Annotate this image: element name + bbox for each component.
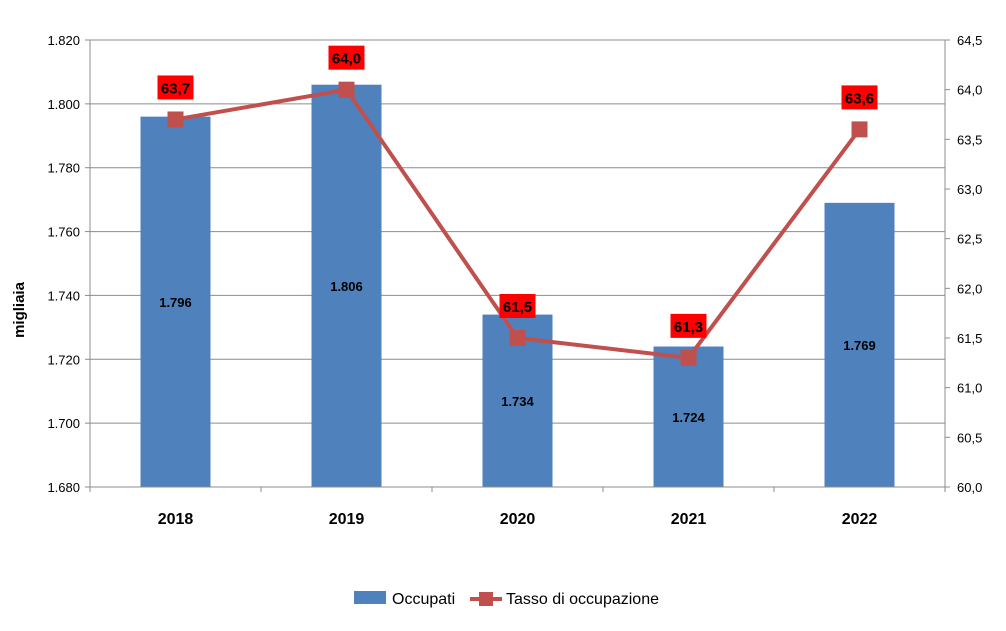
line-marker: [338, 81, 355, 98]
y2-tick-label: 61,5: [957, 331, 982, 346]
y2-tick-label: 62,5: [957, 232, 982, 247]
line-label-box: [670, 313, 707, 338]
bar-value-label: 1.769: [843, 338, 876, 353]
y2-tick-label: 64,0: [957, 83, 982, 98]
y-tick-label: 1.720: [47, 352, 80, 367]
bar-series: [140, 84, 895, 488]
line-label-box: [499, 294, 536, 318]
y2-tick-label: 62,0: [957, 281, 982, 296]
line-label-box: [328, 45, 365, 70]
line-value-label: 63,6: [845, 90, 874, 107]
x-tick-label: 2021: [671, 511, 707, 528]
line-value-label: 61,5: [503, 299, 532, 316]
bar: [140, 116, 211, 487]
legend-label-tasso: Tasso di occupazione: [506, 591, 659, 608]
line-label-box: [841, 85, 878, 110]
legend-marker-tasso: [479, 592, 493, 606]
x-tick-label: 2022: [842, 511, 878, 528]
y2-tick-label: 60,5: [957, 430, 982, 445]
legend-label-occupati: Occupati: [392, 591, 455, 608]
y-tick-label: 1.820: [47, 33, 80, 48]
y-tick-label: 1.680: [47, 480, 80, 495]
legend: Occupati Tasso di occupazione: [354, 591, 659, 608]
y2-tick-label: 64,5: [957, 33, 982, 48]
y2-tick-label: 63,5: [957, 132, 982, 147]
line-marker: [167, 111, 184, 128]
line-value-label: 61,3: [674, 319, 703, 336]
line-value-label: 63,7: [161, 80, 190, 97]
y-tick-label: 1.700: [47, 416, 80, 431]
y2-tick-label: 60,0: [957, 480, 982, 495]
bar-value-label: 1.796: [159, 295, 192, 310]
y-axis-label: migliaia: [11, 281, 28, 338]
bar: [311, 84, 382, 487]
axes: 1.680 1.700 1.720 1.740 1.760 1.780 1.800 1.820…: [47, 33, 982, 528]
x-tick-label: 2020: [500, 511, 536, 528]
line-marker: [680, 349, 697, 366]
line-value-label: 64,0: [332, 51, 361, 68]
y-tick-label: 1.740: [47, 288, 80, 303]
bar-value-label: 1.724: [672, 410, 705, 425]
y2-tick-label: 63,0: [957, 182, 982, 197]
y-tick-label: 1.800: [47, 97, 80, 112]
data-labels: 1.796 1.806 1.734 1.724 1.769 63,7 64,0 61,5 61,…: [157, 45, 878, 425]
y-tick-label: 1.780: [47, 161, 80, 176]
bar: [653, 346, 724, 487]
line-series: [167, 81, 868, 366]
y2-tick-label: 61,0: [957, 381, 982, 396]
bar: [824, 202, 895, 488]
line-marker: [509, 330, 526, 346]
y-tick-label: 1.760: [47, 225, 80, 240]
bar-value-label: 1.806: [330, 279, 363, 294]
x-tick-label: 2018: [158, 511, 194, 528]
legend-swatch-occupati: [354, 591, 386, 604]
bar-value-label: 1.734: [501, 394, 534, 409]
line-label-box: [157, 75, 194, 100]
x-tick-label: 2019: [329, 511, 365, 528]
line-marker: [851, 121, 868, 138]
